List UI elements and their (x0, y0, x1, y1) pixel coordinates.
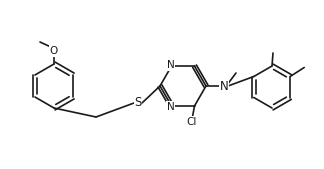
Text: N: N (167, 102, 174, 112)
Text: N: N (220, 79, 228, 92)
Text: O: O (50, 46, 58, 56)
Text: Cl: Cl (186, 117, 197, 127)
Text: N: N (167, 60, 174, 70)
Text: S: S (134, 96, 142, 110)
